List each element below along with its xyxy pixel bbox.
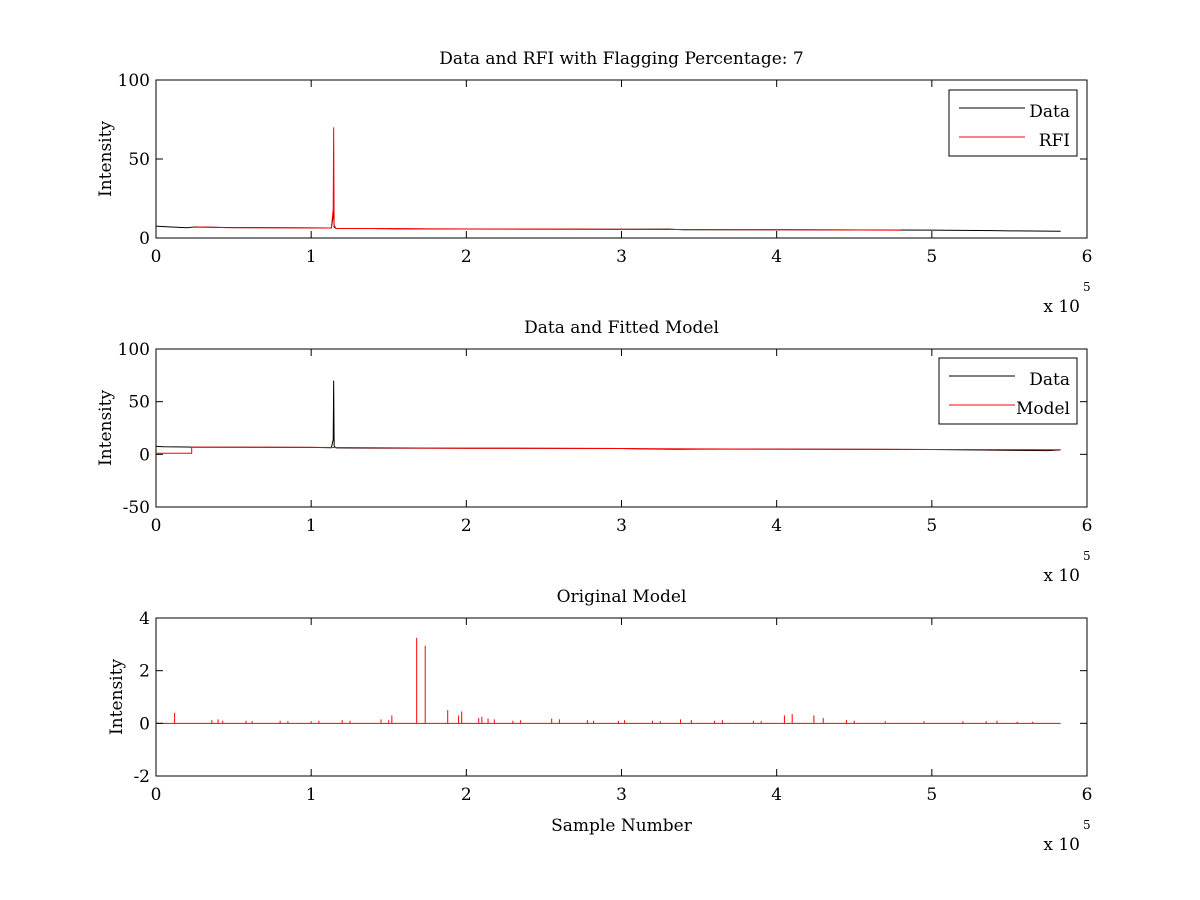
y-tick-label: 50 — [128, 150, 150, 170]
x-tick-label: 6 — [1082, 247, 1093, 267]
y-tick-label: 0 — [139, 714, 150, 734]
x-tick-label: 4 — [771, 516, 782, 536]
x-tick-label: 0 — [151, 785, 162, 805]
legend-label: Data — [1029, 370, 1070, 390]
x-tick-label: 3 — [616, 247, 627, 267]
x-tick-label: 2 — [461, 516, 472, 536]
y-tick-label: -50 — [123, 498, 150, 518]
x-tick-label: 6 — [1082, 785, 1093, 805]
plot-series-group — [156, 637, 1061, 724]
y-axis-label: Intensity — [96, 121, 116, 197]
x-tick-label: 3 — [616, 785, 627, 805]
x-tick-label: 4 — [771, 247, 782, 267]
y-axis-label: Intensity — [107, 659, 127, 735]
y-tick-label: 4 — [139, 609, 150, 629]
y-tick-label: 100 — [118, 340, 150, 360]
y-axis-label: Intensity — [96, 390, 116, 466]
x-tick-label: 1 — [306, 785, 317, 805]
chart-legend: Data Model — [938, 357, 1078, 425]
y-tick-label: 2 — [139, 662, 150, 682]
chart-title: Original Model — [557, 587, 687, 607]
x-tick-label: 1 — [306, 247, 317, 267]
x-tick-label: 0 — [151, 247, 162, 267]
plot-series-group — [156, 127, 1061, 232]
x-tick-label: 0 — [151, 516, 162, 536]
legend-label: RFI — [1039, 131, 1070, 151]
series-line-model — [156, 446, 1061, 454]
legend-label: Data — [1029, 102, 1070, 122]
x-tick-label: 3 — [616, 516, 627, 536]
chart-legend: Data RFI — [948, 89, 1078, 157]
x-tick-label: 5 — [926, 247, 937, 267]
legend-box — [938, 357, 1078, 425]
y-tick-label: 0 — [139, 445, 150, 465]
x-tick-label: 2 — [461, 247, 472, 267]
legend-box — [948, 89, 1078, 157]
x-tick-label: 6 — [1082, 516, 1093, 536]
plot-series-group — [156, 380, 1061, 454]
chart-panel-1: 0 1 2 3 4 5 6 0 50 100 Data and RFI with Flagging … — [96, 49, 1092, 317]
chart-title: Data and Fitted Model — [524, 318, 719, 338]
x-multiplier-base: x 10 — [1043, 297, 1080, 317]
y-tick-label: -2 — [133, 767, 150, 787]
y-tick-label: 50 — [128, 393, 150, 413]
x-multiplier-exponent: 5 — [1083, 549, 1091, 563]
legend-label: Model — [1016, 399, 1070, 419]
y-tick-label: 100 — [118, 71, 150, 91]
y-tick-label: 0 — [139, 229, 150, 249]
x-multiplier-exponent: 5 — [1083, 818, 1091, 832]
x-tick-label: 1 — [306, 516, 317, 536]
series-line-rfi — [194, 127, 901, 231]
x-tick-label: 4 — [771, 785, 782, 805]
x-multiplier-exponent: 5 — [1083, 280, 1091, 294]
x-multiplier-base: x 10 — [1043, 566, 1080, 586]
x-tick-label: 2 — [461, 785, 472, 805]
x-axis-label: Sample Number — [551, 816, 693, 836]
chart-title: Data and RFI with Flagging Percentage: 7 — [439, 49, 803, 69]
x-tick-label: 5 — [926, 785, 937, 805]
x-tick-label: 5 — [926, 516, 937, 536]
x-multiplier-base: x 10 — [1043, 835, 1080, 855]
